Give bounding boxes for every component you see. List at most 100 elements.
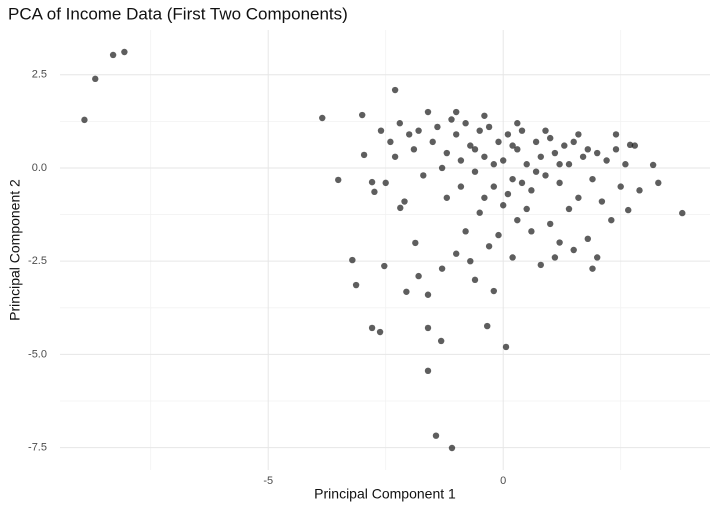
point <box>453 108 460 116</box>
point <box>556 179 563 187</box>
point <box>589 265 596 272</box>
point <box>371 188 378 196</box>
point <box>397 204 404 212</box>
point <box>551 149 559 157</box>
point <box>467 257 474 265</box>
point <box>490 183 498 190</box>
x-tick-label: 0 <box>500 475 506 487</box>
point <box>528 228 535 235</box>
point <box>598 198 606 205</box>
point <box>547 220 554 228</box>
point <box>500 157 507 164</box>
point <box>406 131 413 138</box>
point <box>410 146 418 153</box>
x-tick-label: -5 <box>263 475 273 487</box>
point <box>490 161 498 168</box>
point <box>429 138 436 146</box>
point <box>359 111 366 119</box>
point <box>391 86 399 94</box>
point <box>485 243 493 250</box>
point <box>594 149 601 157</box>
point <box>349 256 356 264</box>
point <box>109 51 117 59</box>
point <box>612 131 620 138</box>
point <box>438 164 446 172</box>
point <box>626 141 634 149</box>
y-tick-label: 2.5 <box>32 69 47 81</box>
point <box>565 161 573 168</box>
point <box>453 250 460 257</box>
point <box>495 138 502 146</box>
point <box>537 261 545 269</box>
point <box>625 206 632 214</box>
point <box>514 120 521 127</box>
point <box>575 131 582 138</box>
point <box>514 146 521 153</box>
point <box>382 179 389 187</box>
point <box>403 288 410 295</box>
point <box>415 127 422 134</box>
point <box>319 114 326 122</box>
point <box>495 231 502 239</box>
point <box>424 324 432 332</box>
point <box>551 254 559 261</box>
point <box>467 142 474 149</box>
point <box>484 322 491 330</box>
point <box>457 157 465 164</box>
point <box>457 183 465 190</box>
point <box>509 175 516 183</box>
point <box>462 120 469 127</box>
point <box>401 198 408 205</box>
point <box>518 127 526 134</box>
point <box>381 262 388 270</box>
chart-title: PCA of Income Data (First Two Components… <box>8 4 348 23</box>
point <box>490 287 498 295</box>
point <box>437 337 445 345</box>
point <box>631 142 639 149</box>
point <box>412 239 419 247</box>
point <box>636 187 643 194</box>
point <box>121 48 128 56</box>
point <box>502 343 510 351</box>
point <box>443 149 451 157</box>
point <box>453 131 460 138</box>
point <box>471 146 479 153</box>
point <box>481 112 488 119</box>
point <box>368 178 376 186</box>
point <box>556 239 563 246</box>
point <box>514 216 521 224</box>
y-tick-label: -5.0 <box>28 348 47 360</box>
point <box>485 123 493 131</box>
point <box>438 265 446 272</box>
point <box>387 138 394 146</box>
point <box>589 175 596 183</box>
point <box>523 161 530 168</box>
y-tick-label: 0.0 <box>32 162 47 174</box>
point <box>448 116 455 123</box>
point <box>420 172 427 179</box>
point <box>509 254 516 261</box>
point <box>391 153 399 160</box>
point <box>471 276 479 284</box>
point <box>424 108 432 116</box>
point <box>584 235 592 243</box>
point <box>537 153 545 160</box>
point <box>532 138 540 146</box>
point <box>542 127 549 134</box>
point <box>335 176 342 184</box>
point <box>92 75 99 83</box>
point <box>655 179 662 187</box>
point <box>360 151 368 159</box>
point <box>396 120 404 127</box>
y-axis-title: Principal Component 2 <box>7 179 23 321</box>
point <box>424 291 432 298</box>
point <box>462 228 469 235</box>
point <box>579 153 587 160</box>
point <box>352 281 360 289</box>
point <box>570 246 577 254</box>
point <box>434 123 441 131</box>
point <box>518 179 526 187</box>
point <box>594 254 601 261</box>
point <box>542 172 549 179</box>
